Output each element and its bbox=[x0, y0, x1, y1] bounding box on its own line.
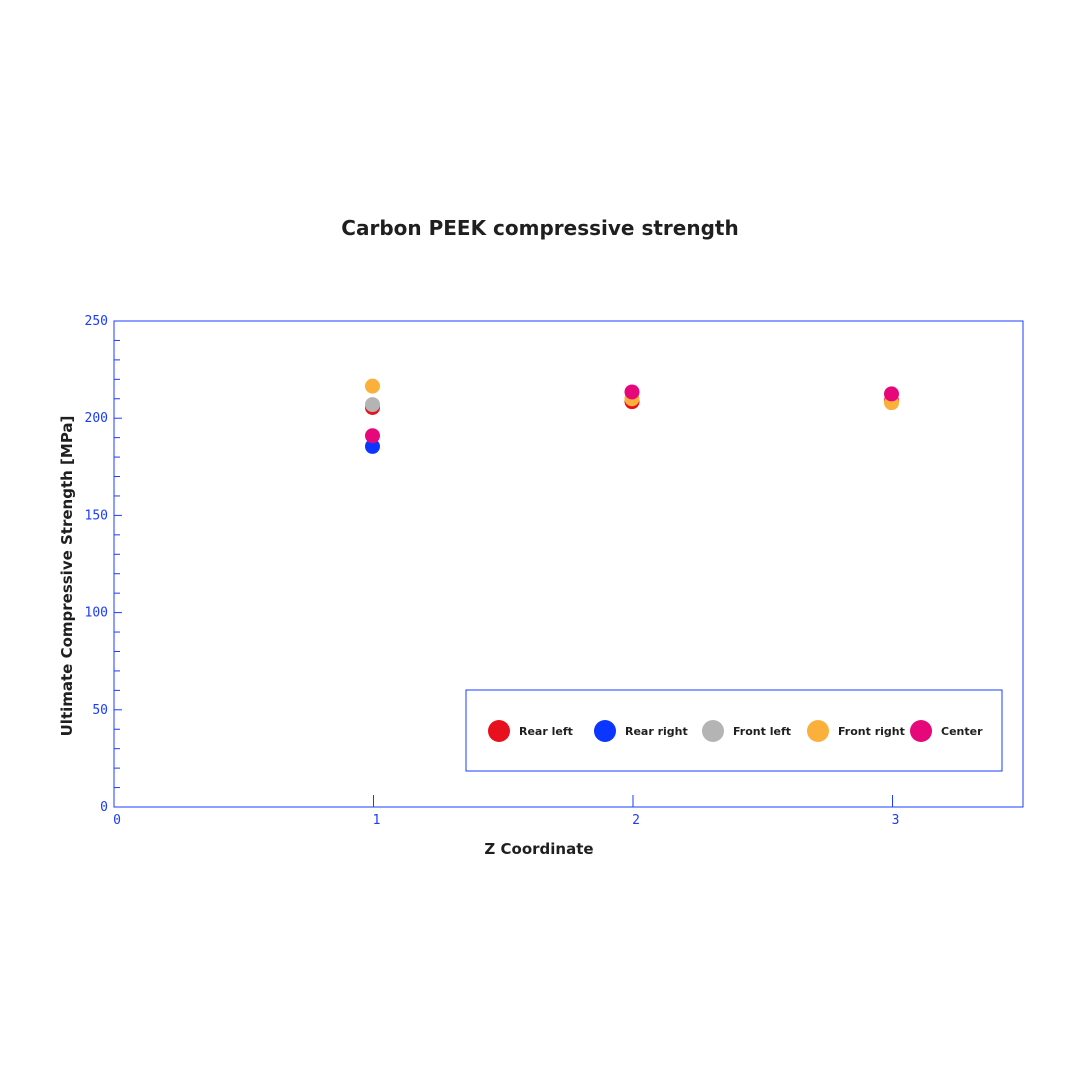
y-tick-label: 50 bbox=[92, 703, 108, 718]
x-tick-label: 0 bbox=[113, 813, 121, 828]
x-tick-label: 1 bbox=[373, 813, 381, 828]
data-point bbox=[365, 378, 380, 394]
legend-marker bbox=[910, 720, 932, 742]
plot-area-frame bbox=[113, 320, 1024, 808]
y-axis-label: Ultimate Compressive Strength [MPa] bbox=[58, 416, 76, 737]
data-point bbox=[365, 428, 380, 444]
y-tick-label: 0 bbox=[100, 800, 108, 815]
legend-items: Rear left Rear right Front left Front right… bbox=[488, 720, 983, 742]
legend-label: Front right bbox=[838, 725, 905, 738]
y-tick-label: 100 bbox=[85, 606, 108, 621]
legend-label: Center bbox=[941, 725, 983, 738]
x-tick-label: 3 bbox=[892, 813, 900, 828]
x-axis: 0 1 2 3 bbox=[113, 795, 899, 828]
y-tick-label: 250 bbox=[85, 314, 108, 329]
legend-marker bbox=[488, 720, 510, 742]
y-tick-label: 200 bbox=[85, 411, 108, 426]
chart-title: Carbon PEEK compressive strength bbox=[341, 216, 738, 240]
legend-marker bbox=[807, 720, 829, 742]
y-tick-label: 150 bbox=[85, 508, 108, 523]
data-points bbox=[365, 378, 899, 454]
x-axis-label: Z Coordinate bbox=[484, 840, 593, 858]
data-point bbox=[624, 384, 640, 400]
y-axis: 0 50 100 150 200 250 bbox=[85, 314, 122, 815]
legend-label: Rear left bbox=[519, 725, 573, 738]
legend: Rear left Rear right Front left Front right… bbox=[465, 689, 1003, 772]
data-point bbox=[884, 386, 899, 402]
legend-label: Front left bbox=[733, 725, 791, 738]
data-point bbox=[365, 438, 380, 454]
x-tick-label: 2 bbox=[632, 813, 640, 828]
legend-marker bbox=[594, 720, 616, 742]
legend-label: Rear right bbox=[625, 725, 688, 738]
legend-marker bbox=[702, 720, 724, 742]
data-point bbox=[365, 397, 380, 413]
